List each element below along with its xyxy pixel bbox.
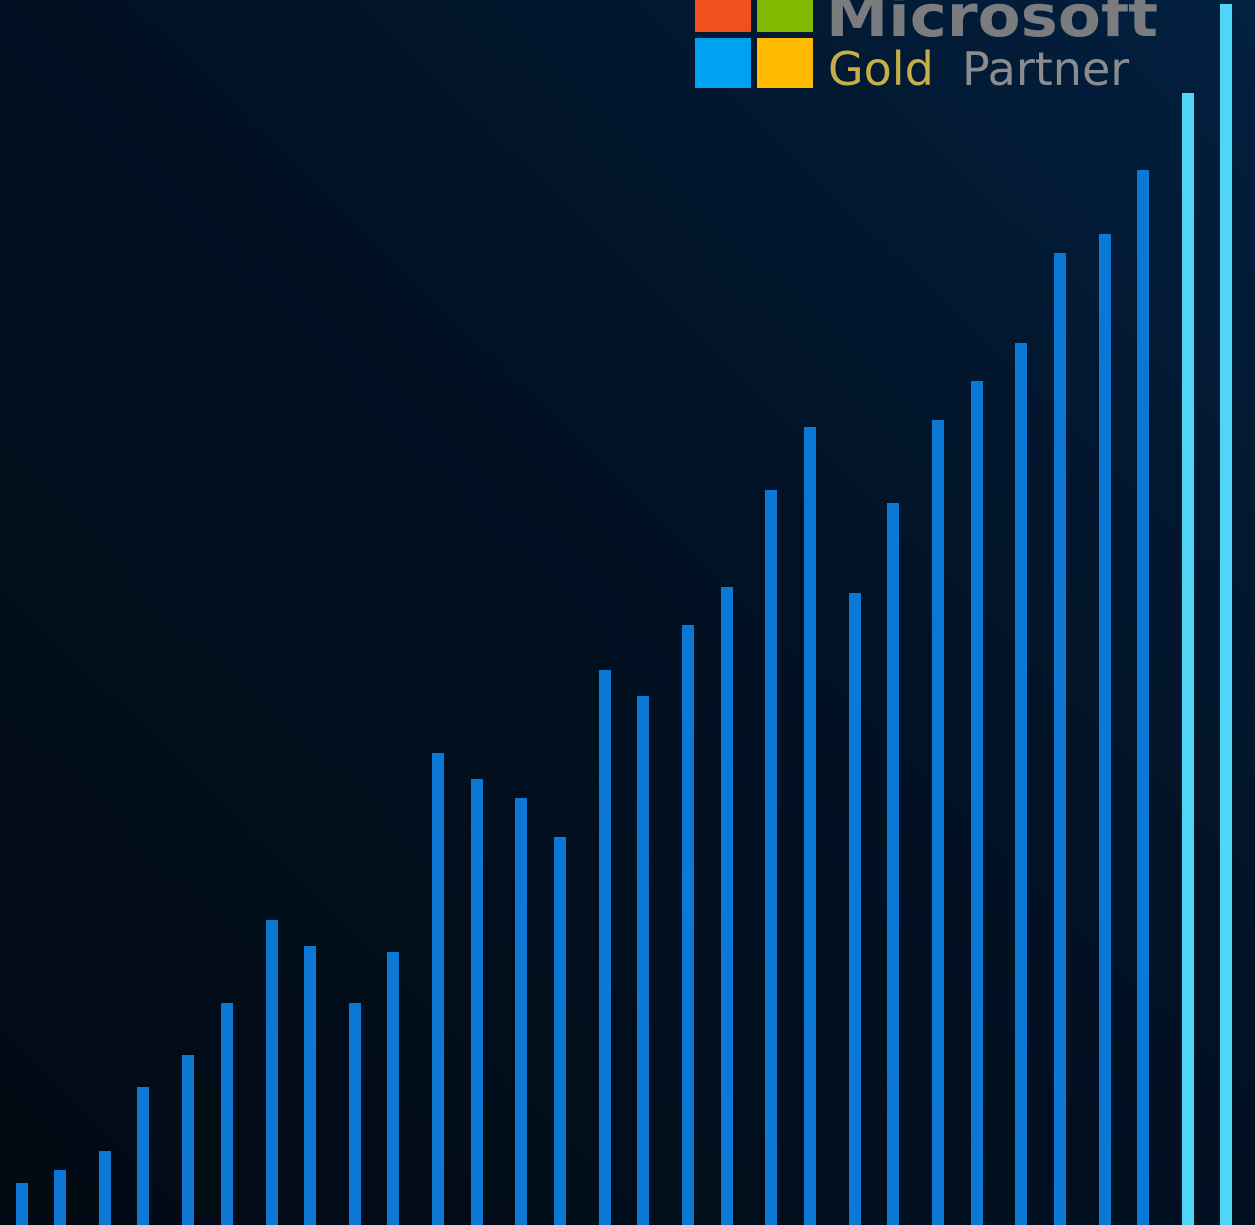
logo-square-red xyxy=(695,0,751,32)
bar xyxy=(221,1003,233,1225)
bar xyxy=(1054,253,1066,1225)
bar xyxy=(1220,4,1232,1225)
logo-square-green xyxy=(757,0,813,32)
bar xyxy=(804,427,816,1225)
bar xyxy=(932,420,944,1225)
bar xyxy=(1015,343,1027,1225)
bar xyxy=(387,952,399,1225)
bar xyxy=(1137,170,1149,1225)
bar xyxy=(432,753,444,1225)
logo-tier: Gold xyxy=(828,42,934,96)
bar xyxy=(887,503,899,1225)
bar xyxy=(554,837,566,1225)
bar xyxy=(682,625,694,1225)
logo-square-blue xyxy=(695,38,751,88)
bars xyxy=(16,4,1232,1225)
bar xyxy=(54,1170,66,1225)
bar xyxy=(16,1183,28,1225)
bar xyxy=(721,587,733,1225)
bar xyxy=(1099,234,1111,1225)
bar xyxy=(849,593,861,1225)
logo-square-yellow xyxy=(757,38,813,88)
bar xyxy=(182,1055,194,1225)
bar xyxy=(471,779,483,1225)
partner-logo: Microsoft Gold Partner xyxy=(695,0,1158,96)
logo-program: Partner xyxy=(962,42,1129,96)
bar xyxy=(515,798,527,1225)
bar xyxy=(599,670,611,1225)
logo-brand: Microsoft xyxy=(826,0,1158,50)
bar xyxy=(304,946,316,1225)
bar xyxy=(99,1151,111,1225)
bar xyxy=(637,696,649,1225)
bar xyxy=(349,1003,361,1225)
bar xyxy=(137,1087,149,1225)
bar xyxy=(266,920,278,1225)
bar xyxy=(765,490,777,1225)
bar xyxy=(971,381,983,1225)
bar xyxy=(1182,93,1194,1225)
